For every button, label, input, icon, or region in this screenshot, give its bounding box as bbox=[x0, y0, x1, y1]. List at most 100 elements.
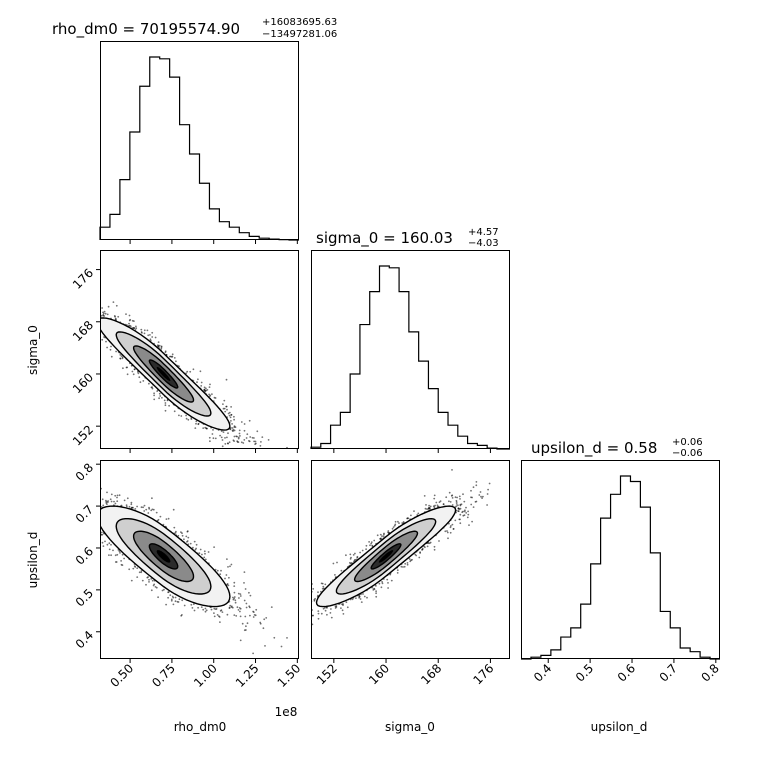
panel-background bbox=[311, 250, 510, 449]
title-rho-dm0: rho_dm0 = 70195574.90 bbox=[52, 20, 240, 39]
hist-bin bbox=[180, 125, 190, 240]
title-sigma-0-plus: +4.57 bbox=[468, 227, 499, 238]
y-tick-label-upsilon_d: 0.7 bbox=[73, 502, 96, 525]
y-tick-label-sigma_0: 176 bbox=[70, 266, 96, 292]
hist-bin bbox=[360, 325, 370, 449]
hist-bin bbox=[419, 361, 429, 449]
panel-hist-rho_dm0 bbox=[99, 41, 299, 244]
hist-bin bbox=[209, 209, 219, 240]
density-peak bbox=[378, 550, 394, 563]
hist-bin bbox=[380, 266, 390, 449]
density-peak bbox=[156, 550, 171, 563]
hist-bin bbox=[190, 154, 200, 240]
hist-bin bbox=[110, 214, 120, 240]
panel-frame bbox=[100, 460, 299, 659]
hist-bin bbox=[660, 611, 670, 659]
pair-content bbox=[311, 469, 491, 626]
title-upsilon-d-minus: −0.06 bbox=[672, 448, 703, 459]
hist-bin bbox=[551, 650, 561, 659]
panel-hist-sigma_0 bbox=[310, 250, 510, 453]
density-peak bbox=[156, 367, 171, 381]
panel-frame bbox=[100, 41, 299, 240]
contour-line bbox=[100, 317, 231, 431]
hist-bin bbox=[370, 292, 380, 449]
hist-bin bbox=[160, 59, 170, 240]
panel-pair-rho_dm0-sigma_0: 152 160 168 176 bbox=[70, 250, 299, 453]
contour-line bbox=[353, 530, 419, 583]
title-upsilon-d: upsilon_d = 0.58 bbox=[531, 439, 657, 458]
y-axis-label-sigma-0: sigma_0 bbox=[26, 325, 40, 375]
hist-line-sigma_0 bbox=[310, 265, 510, 450]
hist-bin bbox=[219, 222, 229, 240]
hist-bin bbox=[389, 268, 399, 449]
title-sigma-0: sigma_0 = 160.03 bbox=[316, 229, 453, 248]
hist-bin bbox=[200, 183, 210, 240]
hist-bin bbox=[640, 507, 650, 659]
panel-pair-rho_dm0-upsilon_d: 0.50 0.75 1.00 1.25 1.50 0.4 0.5 0.6 0.7 0.8 bbox=[73, 460, 304, 690]
corner-panels: 0.4 0.5 0.6 0.7 0.8 152 160 168 176 0.50 0.75 1.00 1… bbox=[70, 41, 722, 690]
x-tick-label-upsilon_d: 0.6 bbox=[615, 661, 638, 684]
x-tick-label-rho_dm0: 1.25 bbox=[233, 661, 262, 690]
panel-frame bbox=[311, 250, 510, 449]
x-tick-label-rho_dm0: 1.50 bbox=[275, 661, 304, 690]
panel-frame bbox=[100, 250, 299, 449]
contour-line bbox=[132, 345, 195, 403]
x-tick-label-upsilon_d: 0.4 bbox=[531, 661, 554, 684]
contour-line bbox=[115, 518, 212, 595]
hist-bin bbox=[601, 518, 611, 659]
x-tick-label-upsilon_d: 0.7 bbox=[657, 661, 680, 684]
panel-hist-upsilon_d: 0.4 0.5 0.6 0.7 0.8 bbox=[521, 460, 722, 685]
hist-bin bbox=[170, 77, 180, 240]
hist-bin bbox=[340, 412, 350, 449]
hist-line-upsilon_d bbox=[521, 475, 720, 660]
x-tick-label-rho_dm0: 0.50 bbox=[107, 661, 136, 690]
contour-line bbox=[148, 359, 179, 389]
hist-bin bbox=[670, 628, 680, 659]
hist-bin bbox=[630, 481, 640, 659]
hist-bin bbox=[130, 132, 140, 240]
hist-bin bbox=[120, 180, 130, 240]
hist-bin bbox=[571, 628, 581, 659]
hist-bin bbox=[611, 494, 621, 659]
contour-line bbox=[132, 530, 195, 583]
y-tick-label-sigma_0: 152 bbox=[70, 422, 96, 448]
hist-bin bbox=[239, 233, 249, 240]
x-axis-label-rho-dm0: rho_dm0 bbox=[174, 720, 227, 734]
x-tick-label-sigma_0: 152 bbox=[314, 661, 340, 687]
hist-bin bbox=[409, 332, 419, 449]
title-rho-dm0-plus: +16083695.63 bbox=[262, 17, 337, 28]
hist-bin bbox=[150, 57, 160, 240]
y-tick-label-upsilon_d: 0.5 bbox=[73, 586, 96, 609]
panel-pair-sigma_0-upsilon_d: 152 160 168 176 bbox=[311, 460, 510, 687]
panel-frame bbox=[311, 460, 510, 659]
pair-content bbox=[100, 301, 288, 449]
y-axis-label-upsilon-d: upsilon_d bbox=[26, 532, 40, 589]
hist-bin bbox=[438, 412, 448, 449]
hist-bin bbox=[458, 436, 468, 449]
x-axis-label-upsilon-d: upsilon_d bbox=[591, 720, 648, 734]
contour-line bbox=[100, 505, 231, 608]
contour-line bbox=[370, 543, 402, 570]
y-tick-label-upsilon_d: 0.8 bbox=[73, 460, 96, 483]
x-tick-label-upsilon_d: 0.8 bbox=[699, 661, 722, 684]
hist-bin bbox=[399, 292, 409, 449]
panel-frame bbox=[521, 460, 720, 659]
hist-bin bbox=[650, 553, 660, 659]
hist-bin bbox=[621, 476, 631, 659]
contour-line bbox=[115, 331, 212, 417]
title-sigma-0-minus: −4.03 bbox=[468, 238, 499, 249]
hist-bin bbox=[680, 648, 690, 659]
x-axis-label-sigma-0: sigma_0 bbox=[385, 720, 435, 734]
hist-bin bbox=[581, 604, 591, 659]
hist-bin bbox=[448, 425, 458, 449]
y-tick-label-upsilon_d: 0.4 bbox=[73, 628, 96, 651]
panel-background bbox=[100, 41, 299, 240]
hist-bin bbox=[331, 425, 341, 449]
title-upsilon-d-plus: +0.06 bbox=[672, 437, 703, 448]
x-tick-label-sigma_0: 176 bbox=[470, 661, 496, 687]
x-tick-label-upsilon_d: 0.5 bbox=[573, 661, 596, 684]
hist-bin bbox=[690, 652, 700, 659]
hist-bin bbox=[591, 564, 601, 659]
y-tick-label-sigma_0: 160 bbox=[70, 370, 96, 396]
